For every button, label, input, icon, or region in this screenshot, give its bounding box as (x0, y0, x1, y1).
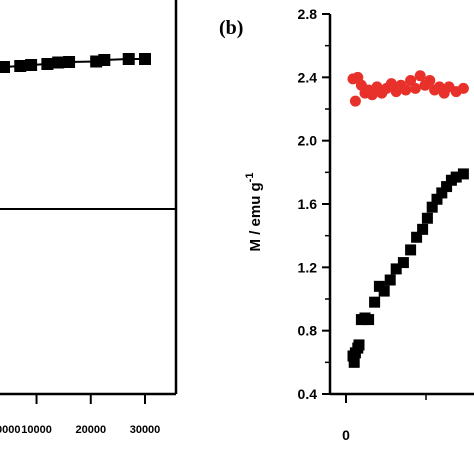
panel-b-black-square-point (384, 274, 396, 286)
panel-a-square-point (41, 58, 54, 70)
panel-b-red-circle-point (400, 84, 412, 96)
panel-b-y-tick-label: 0.4 (298, 386, 318, 402)
panel-a-square-point (0, 61, 10, 73)
panel-b-black-square-point (457, 168, 469, 180)
panel-a-square-point (14, 60, 27, 72)
panel-b-x-tick-label: 0 (342, 427, 350, 443)
panel-b-black-square-point (436, 187, 448, 199)
panel-b-black-square-point (441, 181, 453, 193)
panel-b-y-tick-label: 1.6 (298, 196, 318, 212)
panel-a-x-tick-label: 30000 (130, 424, 161, 436)
panel-b-red-circle-point (457, 82, 469, 94)
panel-b-y-axis-title: M / emu g-1 (244, 173, 264, 252)
panel-b-black-square-point (450, 171, 462, 183)
panel-b-black-square-point (378, 285, 390, 297)
panel-a-square-point (98, 54, 111, 66)
panel-b-black-square-point (426, 201, 438, 213)
panel-b-red-circle-point (385, 78, 397, 90)
panel-b-black-square-point (369, 296, 381, 308)
panel-b-red-circle-point (414, 70, 426, 82)
panel-b-red-circle-point (409, 82, 421, 94)
panel-a-tick-label-cut: 0000 (0, 424, 20, 436)
panel-b-red-circle-point (349, 95, 361, 107)
panel-a-square-point (139, 53, 151, 65)
panel-b-y-axis-title-sup: -1 (244, 173, 256, 183)
panel-a-x-tick-label: 10000 (21, 424, 52, 436)
panel-b-black-square-point (397, 257, 409, 269)
panel-b-black-square-point (363, 314, 375, 326)
panel-b-y-tick-label: 2.0 (298, 133, 318, 149)
panel-b-black-square-point (353, 339, 365, 351)
panel-b-red-circle-point (424, 75, 436, 86)
panel-a-square-point (122, 53, 135, 65)
panel-b-black-square-point (390, 263, 402, 275)
panel-a-square-point (52, 56, 65, 69)
panel-a-x-tick-label: 20000 (75, 424, 106, 436)
panel-b-black-square-point (411, 231, 423, 243)
panel-a-square-point (25, 59, 38, 71)
panel-b-y-tick-label: 1.2 (298, 259, 318, 275)
panel-a: 10000 20000 30000 0000 (0, 0, 178, 436)
panel-b-y-tick-label: 2.8 (298, 6, 318, 22)
panel-b-label: (b) (219, 17, 243, 39)
panel-b-black-square-point (417, 223, 429, 235)
panel-b-y-tick-label: 2.4 (298, 69, 318, 85)
panel-b-black-square-point (348, 356, 360, 368)
panel-b: (b) 0.4 0.8 1.2 1.6 2.0 2.4 2.8 0 M / emu g-1 (219, 6, 474, 443)
panel-b-y-tick-label: 0.8 (298, 323, 318, 339)
panel-b-black-square-point (421, 212, 433, 224)
panel-b-y-axis-title-main: M / emu g (247, 182, 264, 251)
panel-b-black-square-point (431, 193, 443, 205)
panel-b-red-circle-point (405, 75, 417, 86)
panel-b-black-square-point (405, 244, 417, 256)
panel-b-red-circle-point (366, 89, 378, 101)
panel-a-square-point (63, 56, 76, 68)
